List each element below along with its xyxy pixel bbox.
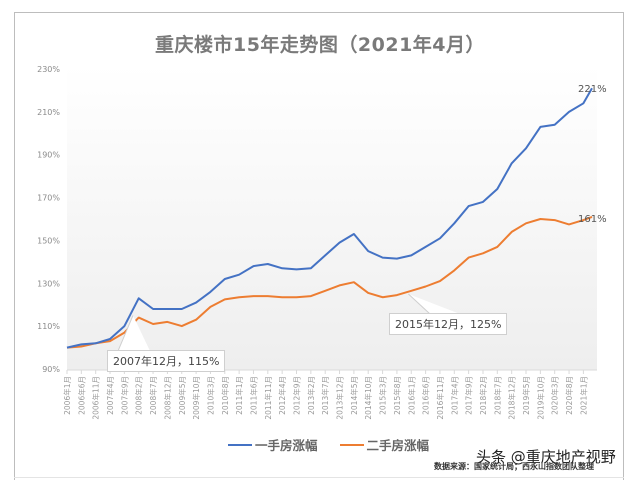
chart-title: 重庆楼市15年走势图（2021年4月） [154, 34, 486, 56]
legend-item-new-home: 一手房涨幅 [228, 435, 318, 454]
x-tick-label: 2012年9月 [292, 376, 302, 415]
x-tick-label: 2017年9月 [464, 376, 474, 415]
y-tick-label: 170% [37, 194, 60, 203]
x-tick-label: 2009年10月 [191, 376, 201, 420]
end-label-new-home: 221% [578, 84, 607, 95]
y-tick-label: 150% [37, 236, 60, 245]
x-tick-label: 2016年1月 [406, 376, 416, 415]
x-tick-label: 2006年6月 [76, 376, 86, 415]
plot-area [67, 65, 597, 370]
y-axis: 90% 110% 130% 150% 170% 190% 210% 230% [37, 65, 60, 374]
legend-swatch-new-home [228, 443, 252, 446]
x-tick-label: 2020年3月 [550, 376, 560, 415]
x-tick-label: 2017年4月 [449, 376, 459, 415]
y-tick-label: 190% [37, 151, 60, 160]
legend-label-new-home: 一手房涨幅 [255, 438, 318, 453]
annotation-2015-low: 2015年12月，125% [389, 313, 508, 335]
x-tick-label: 2016年11月 [435, 376, 445, 420]
y-tick-label: 210% [37, 108, 60, 117]
divider [14, 477, 624, 478]
x-tick-label: 2011年11月 [263, 376, 273, 420]
y-tick-label: 90% [42, 365, 60, 374]
x-tick-label: 2012年4月 [277, 376, 287, 415]
x-tick-label: 2008年2月 [134, 376, 144, 415]
x-tick-label: 2009年5月 [177, 376, 187, 415]
x-tick-label: 2007年9月 [119, 376, 129, 415]
x-tick-label: 2015年3月 [378, 376, 388, 415]
x-tick-label: 2019年10月 [535, 376, 545, 420]
y-tick-label: 230% [37, 65, 60, 74]
legend-swatch-second-hand [339, 443, 364, 446]
x-tick-label: 2020年8月 [564, 376, 574, 415]
x-tick-label: 2013年2月 [306, 376, 316, 415]
callout-pointer-2015 [408, 293, 460, 315]
x-tick-label: 2010年8月 [220, 376, 230, 415]
x-tick-label: 2014年10月 [363, 376, 373, 420]
annotation-2007-peak: 2007年12月，115% [107, 350, 226, 372]
x-tick-label: 2008年7月 [148, 376, 158, 415]
x-tick-label: 2018年2月 [478, 376, 488, 415]
x-tick-label: 2011年1月 [234, 376, 244, 415]
series-line-second-hand [66, 215, 593, 349]
series-line-new-home [66, 87, 593, 349]
legend-item-second-hand: 二手房涨幅 [339, 435, 430, 454]
end-label-second-hand: 161% [578, 214, 607, 225]
x-tick-label: 2013年12月 [335, 376, 345, 420]
x-tick-label: 2015年8月 [392, 376, 402, 415]
x-tick-label: 2008年12月 [162, 376, 172, 420]
x-tick-label: 2010年3月 [205, 376, 215, 415]
x-tick-label: 2019年5月 [521, 376, 531, 415]
x-tick-label: 2006年11月 [91, 376, 101, 420]
x-tick-label: 2013年7月 [320, 376, 330, 415]
x-tick-label: 2016年6月 [421, 376, 431, 415]
watermark: 头条 @重庆地产视野 [476, 448, 616, 466]
x-tick-label: 2006年1月 [62, 376, 72, 415]
x-tick-label: 2011年6月 [248, 376, 258, 415]
y-tick-label: 110% [37, 322, 60, 331]
legend: 一手房涨幅 二手房涨幅 [228, 435, 429, 454]
x-axis: 2006年1月 2006年6月 2006年11月 2007年4月 2007年9月 2008… [62, 369, 597, 420]
y-tick-label: 130% [37, 279, 60, 288]
x-tick-label: 2014年5月 [349, 376, 359, 415]
source-note: 数据来源：国家统计局；西永山指数团队整理 [434, 462, 594, 471]
x-tick-label: 2007年4月 [105, 376, 115, 415]
x-tick-label: 2018年7月 [492, 376, 502, 415]
x-tick-label: 2021年1月 [578, 376, 588, 415]
x-tick-label: 2018年12月 [507, 376, 517, 420]
legend-label-second-hand: 二手房涨幅 [366, 438, 430, 453]
